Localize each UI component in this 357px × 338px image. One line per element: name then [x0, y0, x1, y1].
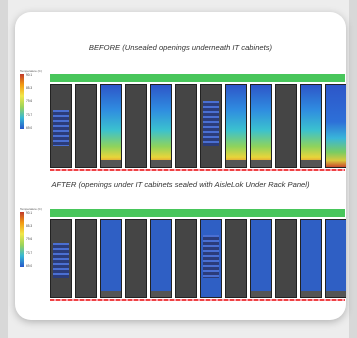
after-legend-tick: 85.3 [26, 224, 33, 228]
before-cabinet [125, 84, 147, 168]
after-legend-tick: 90.1 [26, 211, 33, 215]
before-legend-colorbar [20, 74, 24, 129]
before-ceiling-bar [50, 74, 345, 82]
after-cabinet [225, 219, 247, 298]
after-cabinet-gap [251, 290, 271, 297]
after-cabinet [175, 219, 197, 298]
after-cabinet [275, 219, 297, 298]
before-cabinet [250, 84, 272, 168]
after-legend-title: Temperature (C) [20, 207, 42, 211]
after-cabinet [50, 219, 72, 298]
before-cabinet-gap [151, 160, 171, 167]
comparison-card: BEFORE (Unsealed openings underneath IT … [15, 12, 346, 320]
after-legend-tick: 79.6 [26, 237, 33, 241]
before-cabinet [200, 84, 222, 168]
before-cabinet [50, 84, 72, 168]
after-cabinet [200, 219, 222, 298]
before-floor-line [50, 169, 345, 171]
before-cabinet [325, 84, 346, 168]
before-cabinet-gap [226, 160, 246, 167]
after-cabinet [250, 219, 272, 298]
after-server-bands [203, 235, 219, 278]
after-cabinet-row [50, 209, 346, 304]
after-legend-tick: 73.7 [26, 251, 33, 255]
before-legend-title: Temperature (C) [20, 69, 42, 73]
before-cabinet [275, 84, 297, 168]
after-legend-tick: 69.0 [26, 264, 33, 268]
before-cabinet-gap [251, 160, 271, 167]
before-cabinet-gap [301, 160, 321, 167]
left-background-strip [0, 0, 8, 338]
after-cabinet [325, 219, 346, 298]
after-cabinet-gap [326, 290, 346, 297]
before-legend-tick: 90.1 [26, 73, 33, 77]
after-cabinet [100, 219, 122, 298]
right-background-strip [349, 0, 357, 338]
before-legend-tick: 85.3 [26, 86, 33, 90]
before-server-bands [203, 101, 219, 147]
after-legend: Temperature (C) 90.1 85.3 79.6 73.7 69.0 [20, 207, 42, 287]
before-cabinet-gap [101, 160, 121, 167]
after-ceiling-bar [50, 209, 345, 217]
before-server-bands [53, 109, 69, 147]
after-cabinet [150, 219, 172, 298]
after-floor-line [50, 299, 345, 301]
before-cabinet [225, 84, 247, 168]
before-cabinet [150, 84, 172, 168]
after-legend-colorbar [20, 212, 24, 267]
after-cabinet [125, 219, 147, 298]
before-cabinet [175, 84, 197, 168]
before-cabinet [300, 84, 322, 168]
after-cabinet [300, 219, 322, 298]
after-cabinet-gap [101, 290, 121, 297]
after-cabinet [75, 219, 97, 298]
before-legend-tick: 73.7 [26, 113, 33, 117]
before-cabinet-row [50, 74, 346, 174]
before-legend: Temperature (C) 90.1 85.3 79.6 73.7 69.0 [20, 69, 42, 149]
before-legend-tick: 79.6 [26, 99, 33, 103]
before-cabinet [100, 84, 122, 168]
before-title: BEFORE (Unsealed openings underneath IT … [88, 43, 273, 52]
after-title: AFTER (openings under IT cabinets sealed… [51, 180, 310, 189]
after-server-bands [53, 243, 69, 278]
after-cabinet-gap [151, 290, 171, 297]
before-cabinet [75, 84, 97, 168]
before-legend-tick: 69.0 [26, 126, 33, 130]
after-cabinet-gap [301, 290, 321, 297]
